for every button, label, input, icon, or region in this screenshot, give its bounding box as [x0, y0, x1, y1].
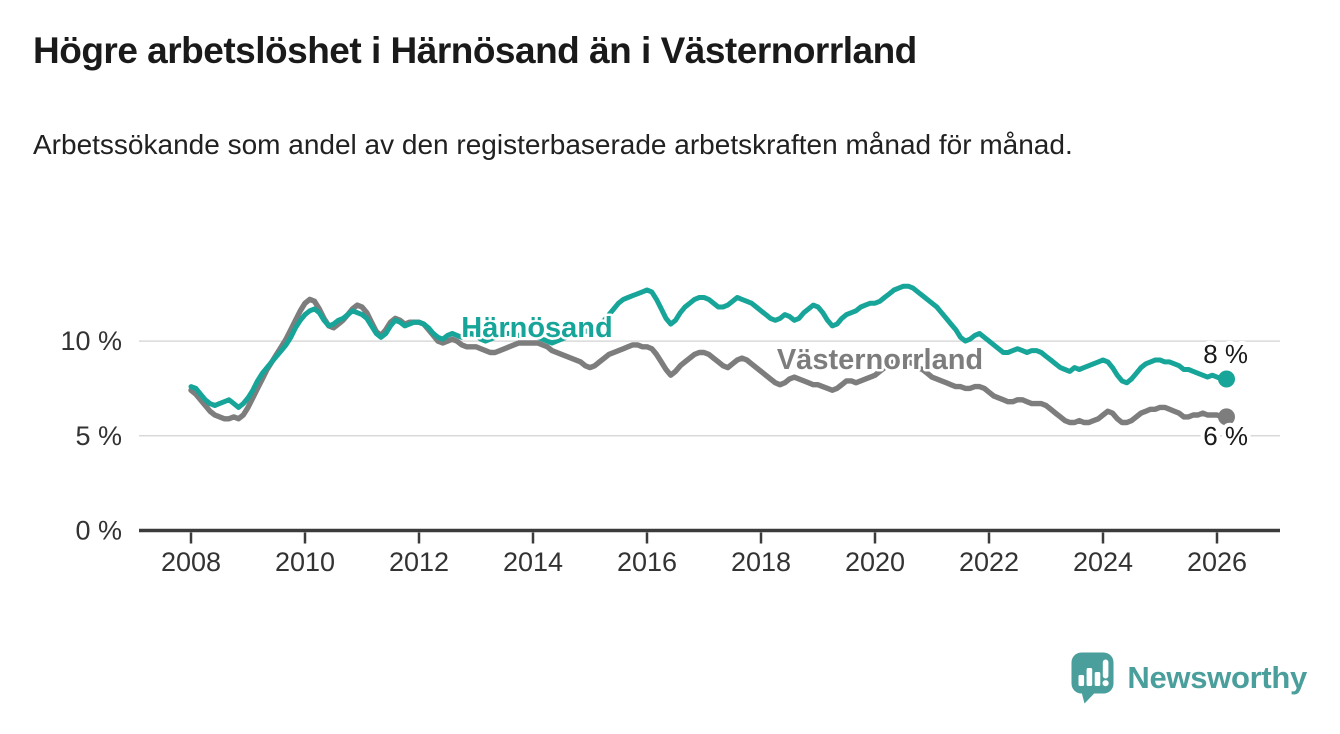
brand-footer: Newsworthy	[1070, 651, 1307, 704]
x-tick-label-2024: 2024	[1073, 547, 1133, 577]
x-tick-label-2010: 2010	[275, 547, 335, 577]
newsworthy-logo-icon	[1070, 651, 1116, 704]
x-tick-label-2008: 2008	[161, 547, 221, 577]
x-tick-label-2016: 2016	[617, 547, 677, 577]
series-line-härnösand	[188, 283, 1229, 410]
series-inline-label-härnösand: Härnösand	[461, 312, 612, 344]
brand-name: Newsworthy	[1127, 659, 1307, 695]
x-tick-label-2022: 2022	[959, 547, 1019, 577]
x-tick-label-2012: 2012	[389, 547, 449, 577]
y-tick-label-0: 0 %	[75, 516, 122, 546]
x-tick-label-2026: 2026	[1187, 547, 1247, 577]
y-tick-label-5: 5 %	[75, 421, 122, 451]
x-tick-label-2020: 2020	[845, 547, 905, 577]
series-end-dot-härnösand	[1218, 370, 1235, 388]
chart-subtitle: Arbetssökande som andel av den registerb…	[33, 129, 1073, 160]
y-tick-label-10: 10 %	[60, 326, 122, 356]
x-tick-label-2018: 2018	[731, 547, 791, 577]
series-end-value-label-västernorrland: 6 %	[1203, 421, 1248, 451]
series-line-västernorrland	[188, 296, 1230, 426]
chart-title: Högre arbetslöshet i Härnösand än i Väst…	[33, 30, 917, 71]
series-inline-label-västernorrland: Västernorrland	[777, 344, 983, 376]
series-end-dot-västernorrland	[1218, 408, 1235, 426]
series-end-value-label-härnösand: 8 %	[1203, 339, 1248, 369]
x-tick-label-2014: 2014	[503, 547, 563, 577]
